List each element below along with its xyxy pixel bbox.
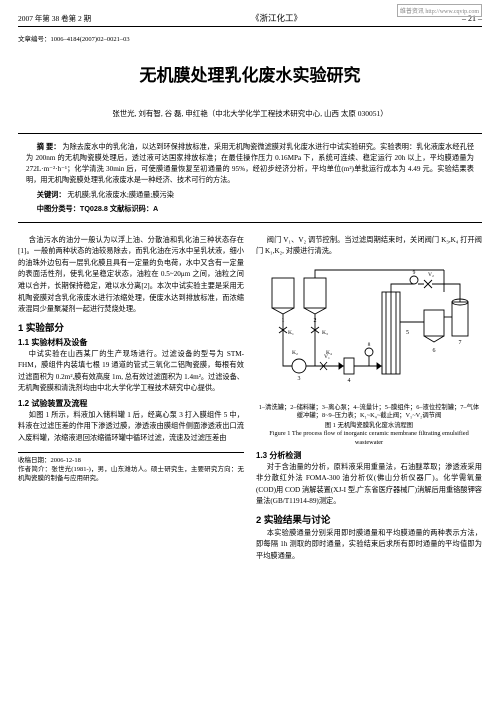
section-1-3-heading: 1.3 分析检测 [256, 450, 482, 461]
svg-text:3: 3 [298, 376, 301, 382]
article-code: 文章编号：1006–4184(2007)02–0021–03 [18, 33, 482, 43]
abstract-block: 摘 要： 为除去废水中的乳化油，以达到环保排放标准，采用无机陶瓷微滤膜对乳化废水… [18, 133, 482, 223]
section-2-heading: 2 实验结果与讨论 [256, 512, 482, 526]
section-1-3-text: 对于含油量的分析，原料液采用重量法，石油醚萃取；渗透液采用非分散红外法 FOMA… [256, 462, 482, 508]
svg-text:7: 7 [459, 340, 462, 346]
footer-block: 收稿日期：2006-12-18 作者简介：张世光(1981-)，男，山东潍坊人。… [18, 452, 244, 483]
keywords-text: 无机膜;乳化液废水;膜通量;膜污染 [67, 191, 174, 199]
svg-text:V₁: V₁ [324, 354, 330, 360]
svg-text:4: 4 [348, 378, 351, 384]
process-flow-diagram: 1 2 K₁ K₃ K₂ K₄ 3 [264, 262, 474, 402]
section-1-1-text: 中试实验在山西某厂的生产现场进行。过滤设备的型号为 STM-FHM，膜组件内装填… [18, 349, 244, 395]
keywords-label: 关键词： [37, 190, 66, 199]
section-1-heading: 1 实验部分 [18, 320, 244, 334]
header-issue: 2007 年第 38 卷第 2 期 [18, 13, 91, 24]
figure-1-caption-en: Figure 1 The process flow of inorganic c… [256, 430, 482, 446]
classification: 中图分类号：TQ028.8 文献标识码：A [37, 204, 158, 213]
section-1-2-text-a: 如图 1 所示，料液加入储料罐 1 后，经离心泵 3 打入膜组件 5 中，料液在… [18, 410, 244, 445]
figure-1: 1 2 K₁ K₃ K₂ K₄ 3 [256, 262, 482, 447]
author-bio: 作者简介：张世光(1981-)，男，山东潍坊人。硕士研究生，主要研究方向：无机陶… [18, 465, 244, 483]
abstract-label: 摘 要： [37, 142, 61, 151]
paper-authors: 张世光, 刘有智, 谷 磊, 申红艳（中北大学化学工程技术研究中心, 山西 太原… [18, 108, 482, 119]
svg-text:8: 8 [368, 342, 371, 348]
svg-text:5: 5 [406, 330, 409, 336]
abstract-text: 为除去废水中的乳化油，以达到环保排放标准，采用无机陶瓷微滤膜对乳化废水进行中试实… [26, 143, 474, 184]
intro-paragraph: 含油污水的油分一般认为以浮上油、分散油和乳化油三种状态存在[1]。一般前两种状态… [18, 235, 244, 316]
svg-text:6: 6 [433, 348, 436, 354]
svg-text:9: 9 [413, 270, 416, 276]
section-1-2-heading: 1.2 试验装置及流程 [18, 398, 244, 409]
svg-text:K₃: K₃ [322, 330, 328, 336]
header-journal: 《浙江化工》 [251, 12, 302, 24]
svg-text:V₂: V₂ [428, 272, 434, 278]
figure-1-caption-cn: 图 1 无机陶瓷膜乳化废水流程图 [256, 422, 482, 430]
section-2-text: 本实验膜通量分别采用即时膜通量和平均膜通量的两种表示方法，即每隔 1h 测取的即… [256, 528, 482, 563]
left-column: 含油污水的油分一般认为以浮上油、分散油和乳化油三种状态存在[1]。一般前两种状态… [18, 235, 244, 563]
watermark: 维普资讯 http://www.cqvip.com [397, 4, 482, 17]
figure-1-legend: 1–清洗罐；2–储料罐；3–离心泵；4–流量计；5–膜组件；6–液位控制罐；7–… [256, 404, 482, 420]
right-column: 阀门 V₁、V₂ 调节控制。当过滤周期结束时，关闭阀门 K₃,K₄ 打开阀门 K… [256, 235, 482, 563]
received-date: 收稿日期：2006-12-18 [18, 456, 244, 465]
section-1-2-text-b: 阀门 V₁、V₂ 调节控制。当过滤周期结束时，关闭阀门 K₃,K₄ 打开阀门 K… [256, 235, 482, 258]
paper-title: 无机膜处理乳化废水实验研究 [18, 61, 482, 86]
body-columns: 含油污水的油分一般认为以浮上油、分散油和乳化油三种状态存在[1]。一般前两种状态… [18, 235, 482, 563]
svg-text:K₁: K₁ [288, 330, 294, 336]
section-1-1-heading: 1.1 实验材料及设备 [18, 337, 244, 348]
svg-text:K₂: K₂ [292, 350, 298, 356]
